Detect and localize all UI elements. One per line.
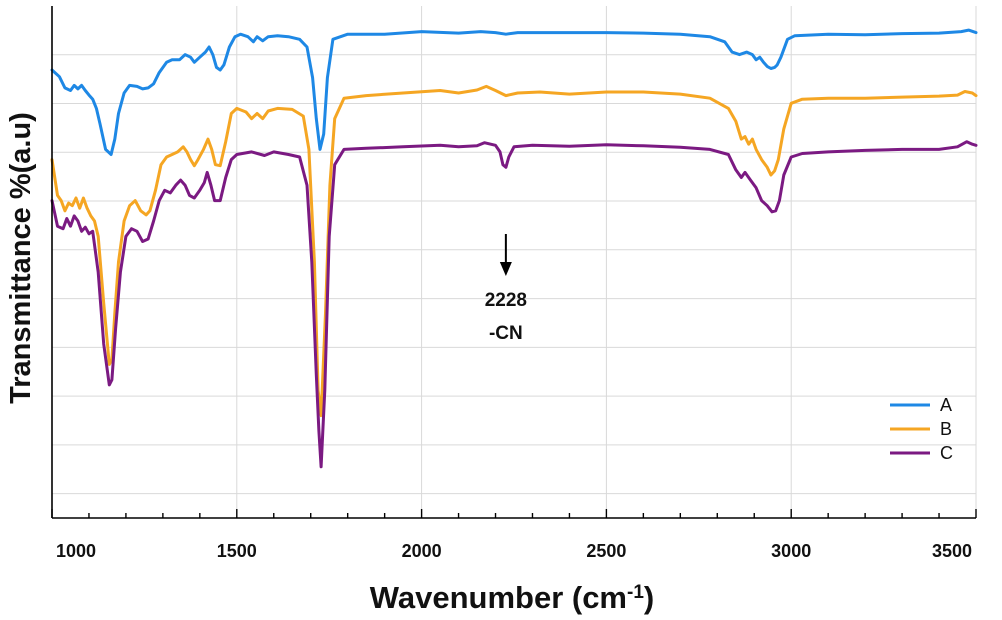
legend-label-b: B <box>940 419 952 439</box>
legend-label-a: A <box>940 395 952 415</box>
series-line-b <box>50 84 978 418</box>
x-tick-label: 1500 <box>217 541 257 561</box>
x-tick-label: 1000 <box>56 541 96 561</box>
grid-lines <box>51 6 977 518</box>
x-tick-label: 3000 <box>771 541 811 561</box>
x-tick-label: 2000 <box>402 541 442 561</box>
cn-annotation: 2228 -CN <box>485 234 527 344</box>
series-layer <box>50 28 978 469</box>
x-tick-label: 2500 <box>586 541 626 561</box>
x-axis-title-main: Wavenumber (cm <box>370 580 627 615</box>
plot-background <box>52 6 976 518</box>
x-ticks <box>51 509 977 518</box>
x-axis-title-end: ) <box>644 580 654 615</box>
annotation-arrow-head <box>499 262 512 276</box>
legend-label-c: C <box>940 443 953 463</box>
annotation-group-label: -CN <box>489 323 523 344</box>
x-tick-label: 3500 <box>932 541 972 561</box>
series-line-a <box>50 28 978 156</box>
y-axis-title: Transmittance %(a.u) <box>5 112 37 404</box>
annotation-wavenumber: 2228 <box>485 290 527 311</box>
x-tick-labels: 1000 1500 2000 2500 3000 3500 <box>56 541 972 561</box>
legend: ABC <box>890 395 953 463</box>
x-axis-title-sup: -1 <box>627 582 644 603</box>
series-line-c <box>50 140 978 469</box>
x-axis-title: Wavenumber (cm-1) <box>370 580 654 615</box>
